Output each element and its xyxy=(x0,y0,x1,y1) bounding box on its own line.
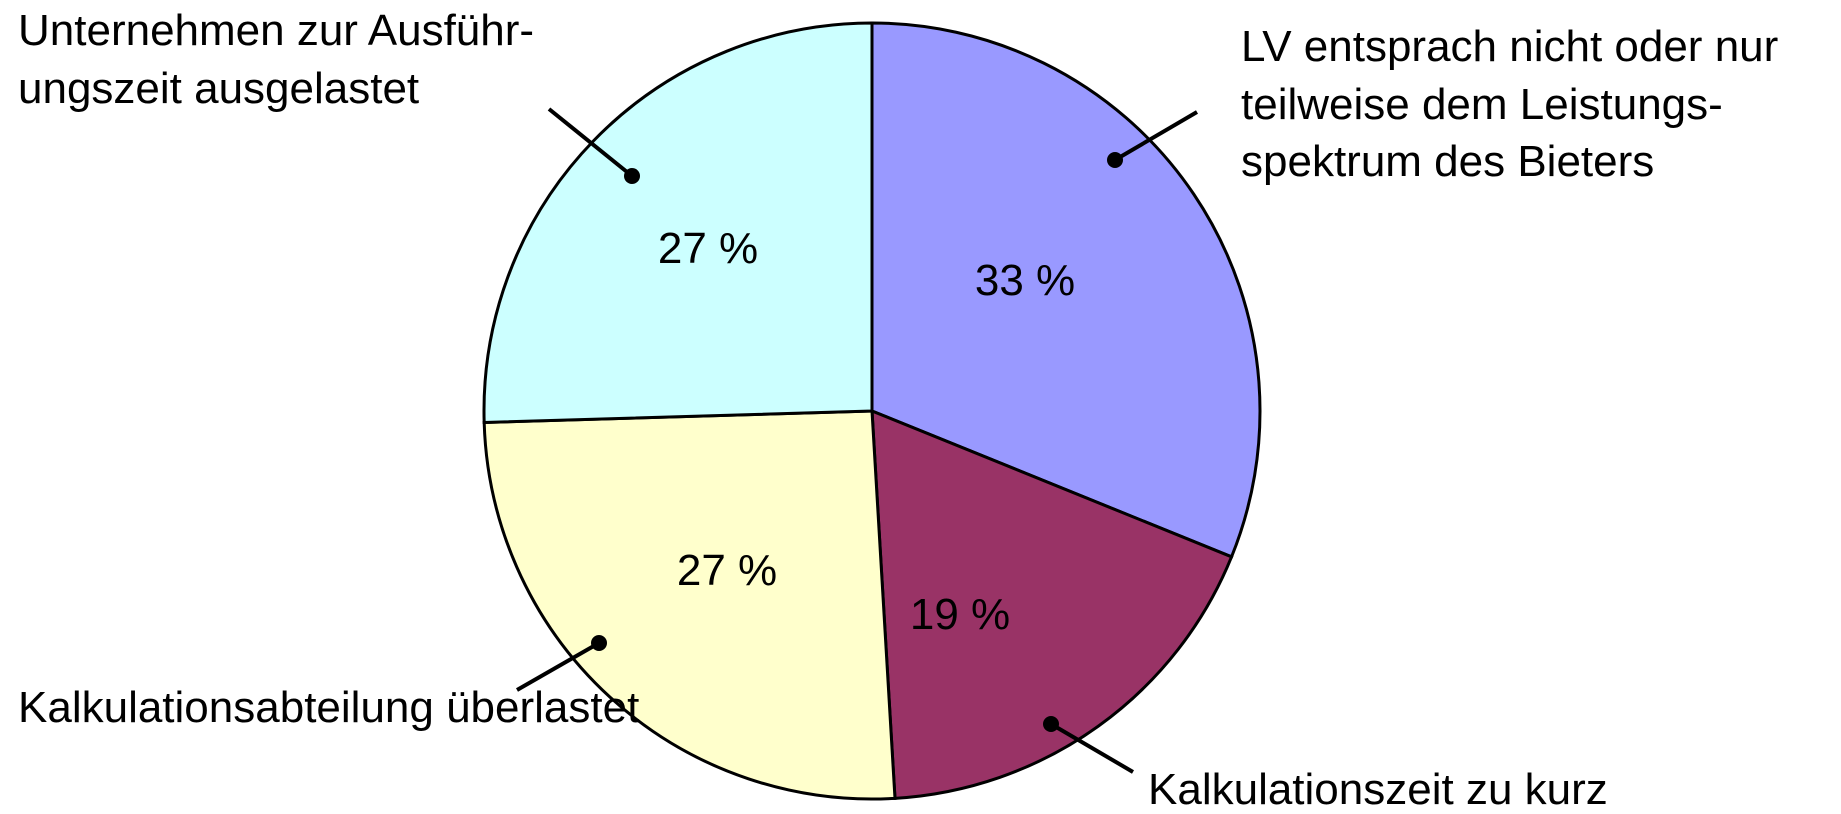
category-label: Unternehmen zur Ausführ- xyxy=(18,6,534,55)
pie-slice xyxy=(870,408,1234,800)
category-label: ungszeit ausgelastet xyxy=(18,64,419,113)
value-label: 33 % xyxy=(975,256,1075,305)
leader-dot xyxy=(591,635,607,651)
leader-dot xyxy=(624,168,640,184)
category-label: spektrum des Bieters xyxy=(1241,137,1654,186)
value-label: 19 % xyxy=(910,590,1010,639)
category-label: Kalkulationszeit zu kurz xyxy=(1148,765,1608,814)
leader-line xyxy=(1049,722,1135,774)
leader-dot xyxy=(1107,152,1123,168)
leader-dot xyxy=(1043,716,1059,732)
leader-line xyxy=(516,641,600,692)
value-label: 27 % xyxy=(658,224,758,273)
leader-line xyxy=(1113,110,1199,162)
pie xyxy=(482,21,1262,801)
category-label: Kalkulationsabteilung überlastet xyxy=(18,683,639,732)
pie-slice xyxy=(482,21,874,425)
pie-slice xyxy=(482,409,897,801)
value-label: 27 % xyxy=(677,546,777,595)
category-label: teilweise dem Leistungs- xyxy=(1241,80,1723,129)
leader-line xyxy=(547,107,634,178)
pie-slice xyxy=(870,21,1262,559)
category-label: LV entsprach nicht oder nur xyxy=(1241,22,1778,71)
